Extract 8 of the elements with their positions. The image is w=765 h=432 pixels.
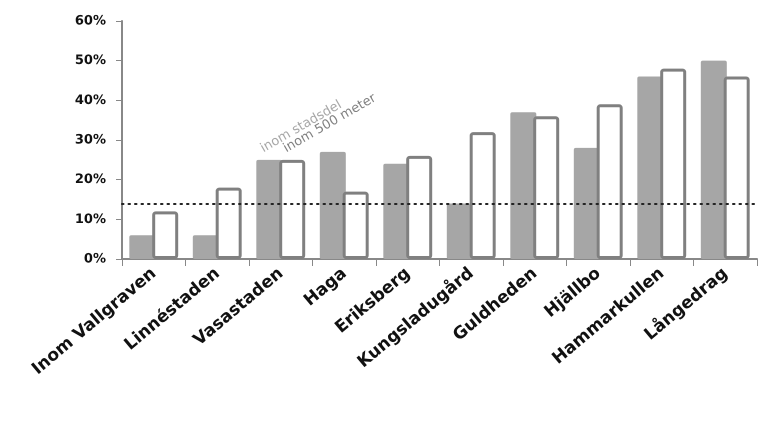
- y-tick-label: 20%: [74, 172, 106, 188]
- bar: [320, 152, 346, 259]
- y-tick-label: 50%: [74, 53, 106, 68]
- y-tick-label: 60%: [74, 14, 106, 28]
- y-tick-label: 30%: [74, 132, 106, 148]
- y-tick-label: 10%: [74, 212, 106, 227]
- y-tick-label: 40%: [74, 92, 106, 108]
- y-tick-label: 0%: [84, 252, 106, 266]
